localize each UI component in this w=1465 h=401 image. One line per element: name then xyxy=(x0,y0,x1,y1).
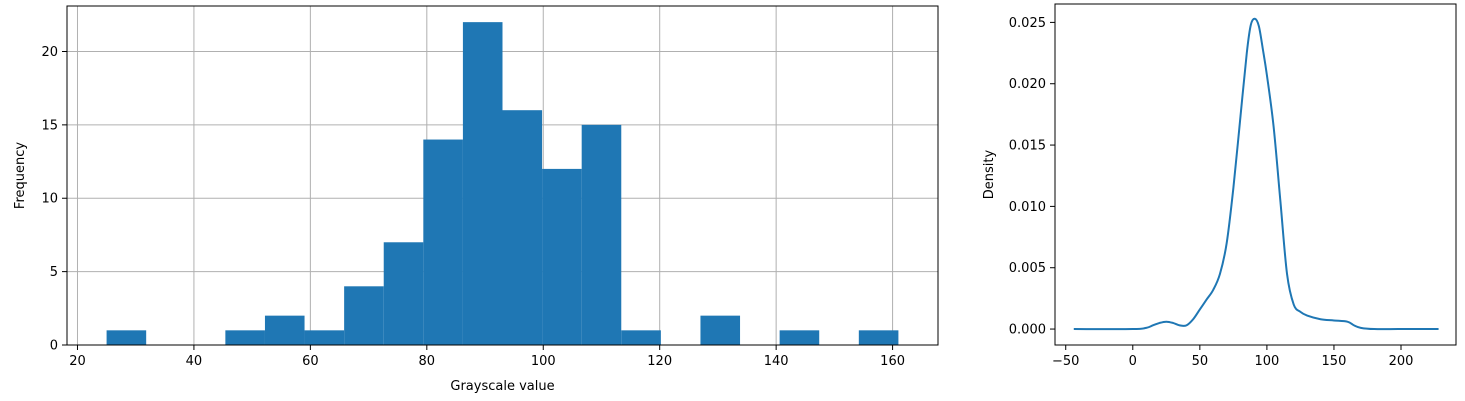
y-tick-label: 10 xyxy=(41,192,58,207)
x-tick-label: −50 xyxy=(1052,354,1079,369)
histogram-chart: 20 40 60 80 100 120 140 160 0 5 10 15 20 Grayscale … xyxy=(13,5,939,394)
y-tick-label: 5 xyxy=(50,265,58,280)
histogram-bar xyxy=(621,330,661,345)
x-tick-label: 60 xyxy=(302,354,319,369)
x-tick-label: 40 xyxy=(186,354,203,369)
histogram-bar xyxy=(383,242,424,345)
density-y-axis-label: Density xyxy=(982,149,997,199)
x-tick-label: 160 xyxy=(880,354,905,369)
x-tick-label: 100 xyxy=(531,354,556,369)
histogram-bar xyxy=(304,330,345,345)
histogram-x-ticks: 20 40 60 80 100 120 140 160 xyxy=(69,345,905,369)
x-tick-label: 100 xyxy=(1254,354,1279,369)
density-series-line xyxy=(1073,17,1439,331)
density-axes-frame xyxy=(1054,3,1457,346)
histogram-bar xyxy=(581,124,622,345)
y-tick-label: 0.010 xyxy=(1009,200,1046,215)
y-tick-label: 0.015 xyxy=(1009,139,1046,154)
x-tick-label: 150 xyxy=(1322,354,1347,369)
x-tick-label: 0 xyxy=(1129,354,1137,369)
histogram-bar xyxy=(779,330,820,345)
histogram-y-ticks: 0 5 10 15 20 xyxy=(41,45,67,354)
histogram-bar xyxy=(423,139,463,345)
histogram-bar xyxy=(106,330,147,345)
histogram-bar xyxy=(542,168,582,345)
x-tick-label: 20 xyxy=(69,354,86,369)
histogram-bar xyxy=(858,330,899,345)
y-tick-label: 0.000 xyxy=(1009,323,1046,338)
density-chart: −50 0 50 100 150 200 0.000 0.005 0.010 0.015 0.02… xyxy=(982,3,1457,369)
y-tick-label: 0.025 xyxy=(1009,16,1046,31)
histogram-y-axis-label: Frequency xyxy=(13,142,28,209)
y-tick-label: 0.005 xyxy=(1009,261,1046,276)
histogram-bar xyxy=(225,330,265,345)
x-tick-label: 80 xyxy=(419,354,436,369)
histogram-bar xyxy=(700,315,741,345)
histogram-axes-frame xyxy=(66,5,939,346)
x-tick-label: 120 xyxy=(647,354,672,369)
histogram-bar xyxy=(502,110,543,346)
histogram-bar xyxy=(344,286,384,345)
y-tick-label: 20 xyxy=(41,45,58,60)
histogram-bar xyxy=(264,315,305,345)
histogram-bar xyxy=(462,22,503,346)
x-tick-label: 140 xyxy=(764,354,789,369)
y-tick-label: 0 xyxy=(50,339,58,354)
x-tick-label: 200 xyxy=(1389,354,1414,369)
histogram-bars xyxy=(106,22,899,346)
y-tick-label: 15 xyxy=(41,118,58,133)
density-y-ticks: 0.000 0.005 0.010 0.015 0.020 0.025 xyxy=(1009,16,1055,338)
histogram-x-axis-label: Grayscale value xyxy=(450,379,554,394)
y-tick-label: 0.020 xyxy=(1009,77,1046,92)
x-tick-label: 50 xyxy=(1192,354,1209,369)
density-x-ticks: −50 0 50 100 150 200 xyxy=(1052,345,1413,369)
